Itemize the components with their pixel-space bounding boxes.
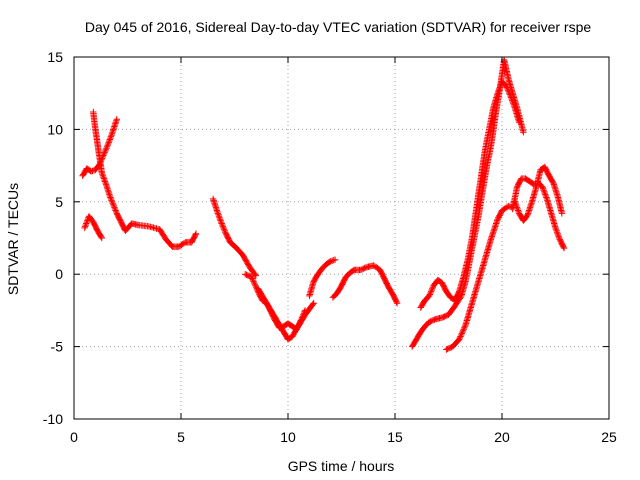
data-series (408, 56, 527, 350)
x-tick-label: 15 (387, 429, 403, 445)
data-point-markers (306, 256, 339, 300)
x-tick-label: 5 (177, 429, 185, 445)
plot-frame (73, 56, 610, 420)
x-tick-label: 20 (494, 429, 510, 445)
axis-ticks: 0 5 10 15 20 25 -10 -5 0 5 10 15 (43, 49, 617, 445)
y-axis-label: SDTVAR / TECUs (5, 183, 21, 295)
data-series (306, 256, 339, 300)
x-tick-label: 0 (70, 429, 78, 445)
chart-title: Day 045 of 2016, Sidereal Day-to-day VTE… (85, 19, 591, 35)
data-point-markers (443, 202, 516, 353)
y-tick-label: -5 (51, 339, 64, 355)
data-series (254, 285, 309, 333)
y-tick-label: -10 (43, 411, 63, 427)
x-axis-label: GPS time / hours (288, 458, 395, 474)
y-tick-label: 5 (55, 194, 63, 210)
data-point-markers (242, 271, 317, 343)
data-point-markers (90, 108, 200, 250)
data-point-markers (254, 285, 309, 333)
x-tick-label: 25 (601, 429, 617, 445)
data-series (242, 271, 317, 343)
data-points (79, 56, 568, 353)
data-point-markers (417, 78, 523, 311)
grid-lines (74, 57, 609, 419)
y-tick-label: 15 (47, 49, 63, 65)
data-point-markers (408, 56, 527, 350)
y-tick-label: 10 (47, 121, 63, 137)
data-series (209, 195, 260, 279)
data-point-markers (329, 262, 401, 307)
x-tick-label: 10 (280, 429, 296, 445)
data-point-markers (209, 195, 260, 279)
data-series (90, 108, 200, 250)
data-point-markers (81, 213, 105, 242)
data-series (81, 213, 105, 242)
y-tick-label: 0 (55, 266, 63, 282)
data-point-markers (511, 163, 566, 224)
data-series (417, 78, 523, 311)
data-series (511, 163, 566, 224)
data-series (329, 262, 401, 307)
data-series (443, 202, 516, 353)
